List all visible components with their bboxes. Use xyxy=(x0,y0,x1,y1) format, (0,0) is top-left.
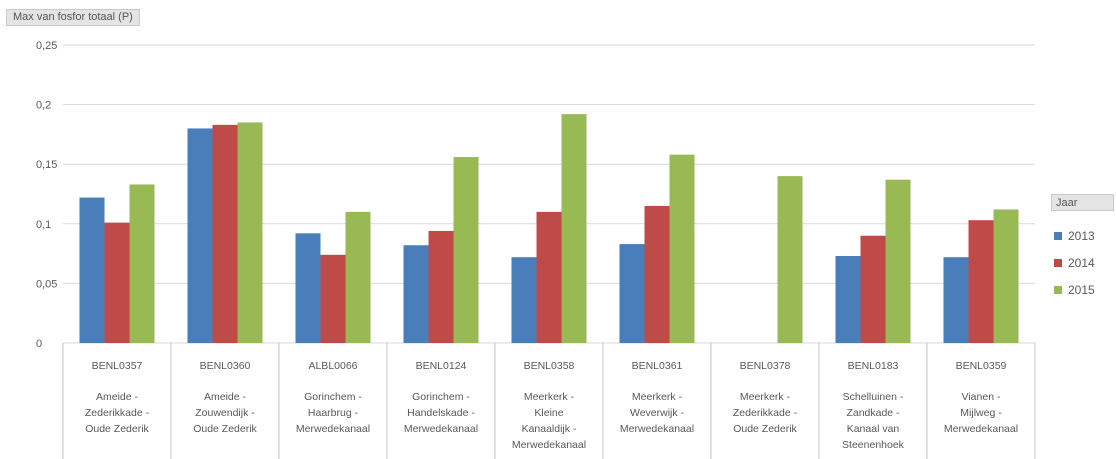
category-name-label: Weverwijk - xyxy=(630,407,685,419)
category-name-label: Zouwendijk - xyxy=(195,407,255,419)
category-name-label: Gorinchem - xyxy=(304,391,362,403)
bar-BENL0357-2015 xyxy=(129,184,155,343)
bar-chart: 0 0,05 0,1 0,15 0,2 0,25 BENL0357 Ameide - Zeder… xyxy=(36,40,1036,459)
legend-item-2015: 2015 xyxy=(1054,276,1095,303)
bar-BENL0183-2014 xyxy=(860,235,886,343)
bar-BENL0378-2015 xyxy=(777,176,803,343)
category-code-label: BENL0124 xyxy=(416,360,467,372)
bar-BENL0360-2013 xyxy=(187,128,213,343)
category-name-label: Merwedekanaal xyxy=(404,423,478,435)
category-name-label: Merwedekanaal xyxy=(944,423,1018,435)
bar-BENL0359-2015 xyxy=(993,209,1019,343)
category-name-label: Kanaaldijk - xyxy=(522,423,577,435)
category-name-label: Handelskade - xyxy=(407,407,475,419)
bar-BENL0357-2014 xyxy=(104,222,130,343)
bar-BENL0183-2013 xyxy=(835,255,861,343)
category-name-label: Zederikkade - xyxy=(733,407,798,419)
category-name-label: Merwedekanaal xyxy=(620,423,694,435)
legend-item-2013: 2013 xyxy=(1054,222,1095,249)
category-code-label: ALBL0066 xyxy=(308,360,357,372)
value-field-button[interactable]: Max van fosfor totaal (P) xyxy=(6,9,140,26)
category-code-label: BENL0378 xyxy=(740,360,791,372)
y-tick-label: 0,1 xyxy=(36,219,51,231)
category-name-label: Zederikkade - xyxy=(85,407,150,419)
bar-BENL0361-2013 xyxy=(619,244,645,343)
category-code-label: BENL0359 xyxy=(956,360,1007,372)
category-name-label: Meerkerk - xyxy=(740,391,791,403)
category-code-label: BENL0357 xyxy=(92,360,143,372)
category-name-label: Merwedekanaal xyxy=(512,439,586,451)
category-name-label: Merwedekanaal xyxy=(296,423,370,435)
category-code-label: BENL0183 xyxy=(848,360,899,372)
bar-BENL0359-2013 xyxy=(943,257,969,343)
bar-BENL0124-2014 xyxy=(428,230,454,343)
bar-BENL0183-2015 xyxy=(885,179,911,343)
category-code-label: BENL0360 xyxy=(200,360,251,372)
category-name-label: Oude Zederik xyxy=(193,423,257,435)
category-name-label: Ameide - xyxy=(204,391,247,403)
bar-BENL0361-2015 xyxy=(669,154,695,343)
category-name-label: Oude Zederik xyxy=(733,423,797,435)
bar-BENL0358-2015 xyxy=(561,114,587,343)
category-code-label: BENL0361 xyxy=(632,360,683,372)
legend-label: 2013 xyxy=(1068,228,1095,243)
legend-swatch xyxy=(1054,285,1062,294)
category-name-label: Steenenhoek xyxy=(842,439,905,451)
category-code-label: BENL0358 xyxy=(524,360,575,372)
series-field-button[interactable]: Jaar xyxy=(1051,194,1114,211)
bar-BENL0360-2015 xyxy=(237,122,263,343)
bar-BENL0124-2013 xyxy=(403,245,429,343)
category-name-label: Kanaal van xyxy=(847,423,900,435)
legend-item-2014: 2014 xyxy=(1054,249,1095,276)
bar-BENL0358-2014 xyxy=(536,211,562,343)
bar-ALBL0066-2015 xyxy=(345,211,371,343)
legend-label: 2014 xyxy=(1068,255,1095,270)
legend-swatch xyxy=(1054,258,1062,267)
category-name-label: Vianen - xyxy=(962,391,1001,403)
y-tick-label: 0,25 xyxy=(36,40,57,52)
category-name-label: Kleine xyxy=(534,407,563,419)
bar-BENL0124-2015 xyxy=(453,157,479,343)
category-name-label: Ameide - xyxy=(96,391,139,403)
legend-label: 2015 xyxy=(1068,282,1095,297)
bar-BENL0359-2014 xyxy=(968,220,994,343)
category-name-label: Mijlweg - xyxy=(960,407,1002,419)
bar-BENL0361-2014 xyxy=(644,205,670,343)
bar-ALBL0066-2014 xyxy=(320,254,346,343)
legend: 2013 2014 2015 xyxy=(1054,222,1095,303)
y-tick-label: 0,15 xyxy=(36,159,57,171)
category-name-label: Meerkerk - xyxy=(632,391,683,403)
bar-BENL0358-2013 xyxy=(511,257,537,343)
category-name-label: Schelluinen - xyxy=(843,391,904,403)
bar-BENL0357-2013 xyxy=(79,197,105,343)
y-tick-label: 0 xyxy=(36,338,42,350)
category-name-label: Zandkade - xyxy=(846,407,900,419)
y-tick-label: 0,2 xyxy=(36,100,51,112)
legend-swatch xyxy=(1054,231,1062,240)
bar-ALBL0066-2013 xyxy=(295,233,321,343)
category-name-label: Gorinchem - xyxy=(412,391,470,403)
category-name-label: Haarbrug - xyxy=(308,407,359,419)
category-name-label: Meerkerk - xyxy=(524,391,575,403)
y-tick-label: 0,05 xyxy=(36,278,57,290)
category-name-label: Oude Zederik xyxy=(85,423,149,435)
bar-BENL0360-2014 xyxy=(212,124,238,343)
